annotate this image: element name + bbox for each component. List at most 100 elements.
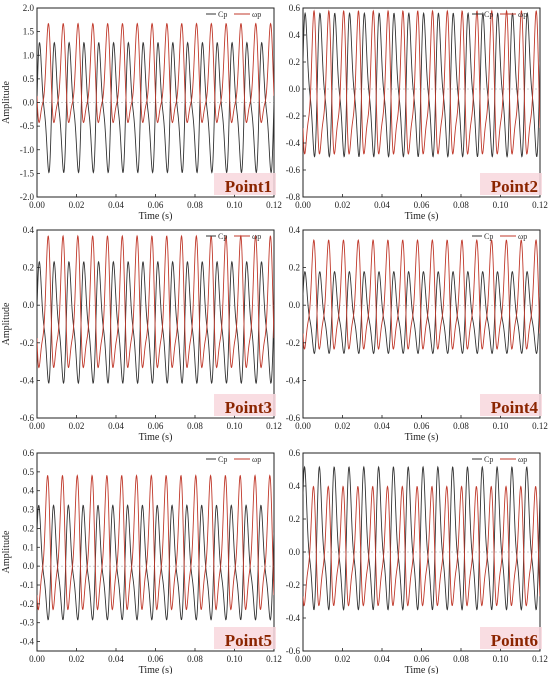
- series-group: [303, 238, 540, 355]
- series-line-wp: [303, 9, 540, 155]
- y-tick-label: 0.5: [23, 74, 35, 84]
- series-line-wp: [37, 234, 274, 369]
- x-tick-label: 0.00: [295, 200, 311, 210]
- y-tick-label: -2.0: [20, 192, 35, 202]
- x-tick-label: 0.02: [335, 654, 351, 664]
- panel-2: 0.00 0.02 0.04 0.06 0.08 0.10 0.12 -0.8 -0.6 -0.4…: [286, 3, 548, 222]
- point-label-highlight: [480, 627, 542, 649]
- legend-label-wp: ωp: [252, 10, 261, 19]
- panel-4: 0.00 0.02 0.04 0.06 0.08 0.10 0.12 -0.6 -0.4 -0.2…: [286, 225, 548, 443]
- y-tick-label: 0.6: [289, 448, 301, 458]
- y-tick-label: 0.4: [289, 30, 301, 40]
- x-tick-label: 0.10: [227, 200, 243, 210]
- series-line-cp: [303, 270, 540, 355]
- plot-frame: [36, 452, 275, 652]
- y-tick-label: 0.4: [289, 225, 301, 235]
- y-tick-label: -0.2: [20, 338, 34, 348]
- y-tick-label: 0.4: [23, 225, 35, 235]
- y-tick-label: -0.5: [20, 121, 35, 131]
- y-tick-label: -0.4: [286, 375, 301, 385]
- x-axis-label: Time (s): [405, 665, 439, 674]
- x-tick-label: 0.12: [266, 200, 282, 210]
- y-tick-label: -0.1: [20, 580, 34, 590]
- y-tick-label: 0.0: [289, 300, 301, 310]
- x-tick-label: 0.06: [414, 200, 430, 210]
- panel-3: 0.00 0.02 0.04 0.06 0.08 0.10 0.12 -0.6 -0.4 -0.2…: [1, 225, 282, 443]
- y-tick-label: -1.0: [20, 145, 35, 155]
- x-tick-label: 0.04: [108, 654, 124, 664]
- legend-label-wp: ωp: [252, 232, 261, 241]
- y-tick-label: 0.3: [23, 505, 35, 515]
- y-tick-label: 0.2: [23, 523, 34, 533]
- y-tick-label: -0.2: [20, 599, 34, 609]
- y-tick-label: 0.4: [289, 481, 301, 491]
- y-tick-label: -0.4: [20, 375, 35, 385]
- y-tick-label: -0.6: [286, 413, 301, 423]
- x-tick-label: 0.08: [453, 200, 469, 210]
- point-label-highlight: [480, 394, 542, 416]
- x-tick-label: 0.12: [266, 421, 282, 431]
- x-tick-label: 0.00: [295, 421, 311, 431]
- x-tick-label: 0.04: [374, 654, 390, 664]
- x-tick-label: 0.10: [493, 654, 509, 664]
- x-axis-label: Time (s): [405, 432, 439, 443]
- x-tick-label: 0.06: [148, 421, 164, 431]
- series-group: [37, 474, 274, 621]
- x-tick-label: 0.08: [453, 654, 469, 664]
- legend-label-wp: ωp: [518, 455, 527, 464]
- y-tick-label: 0.6: [289, 3, 301, 13]
- y-tick-label: -0.2: [286, 580, 300, 590]
- y-tick-label: 0.6: [23, 448, 35, 458]
- x-tick-label: 0.04: [108, 421, 124, 431]
- legend-label-cp: Cp: [218, 232, 227, 241]
- y-tick-label: 0.0: [23, 98, 35, 108]
- point-label: Point4: [491, 398, 539, 417]
- series-group: [37, 22, 274, 174]
- legend-label-cp: Cp: [484, 455, 493, 464]
- x-axis-label: Time (s): [139, 432, 173, 443]
- x-tick-label: 0.08: [187, 200, 203, 210]
- y-tick-label: 0.0: [289, 547, 301, 557]
- point-label-highlight: [214, 394, 276, 416]
- y-tick-label: -0.2: [286, 338, 300, 348]
- y-tick-label: 0.5: [23, 467, 35, 477]
- panel-6: 0.00 0.02 0.04 0.06 0.08 0.10 0.12 -0.6 -0.4 -0.2…: [286, 448, 548, 674]
- x-tick-label: 0.12: [532, 421, 548, 431]
- legend-label-wp: ωp: [252, 455, 261, 464]
- point-label-highlight: [214, 173, 276, 195]
- x-tick-label: 0.12: [532, 200, 548, 210]
- series-line-cp: [37, 260, 274, 385]
- x-tick-label: 0.06: [414, 654, 430, 664]
- x-tick-label: 0.00: [295, 654, 311, 664]
- x-tick-label: 0.06: [148, 200, 164, 210]
- y-tick-label: -0.6: [20, 413, 35, 423]
- point-label-highlight: [214, 627, 276, 649]
- x-tick-label: 0.10: [227, 654, 243, 664]
- y-axis-label: Amplitude: [1, 81, 12, 124]
- y-tick-label: 0.0: [23, 561, 35, 571]
- series-line-wp: [37, 22, 274, 124]
- legend-label-wp: ωp: [518, 232, 527, 241]
- x-tick-label: 0.08: [187, 421, 203, 431]
- y-tick-label: 1.5: [23, 27, 35, 37]
- x-tick-label: 0.00: [29, 421, 45, 431]
- y-tick-label: -0.3: [20, 618, 35, 628]
- x-tick-label: 0.04: [374, 200, 390, 210]
- y-tick-label: -0.4: [286, 138, 301, 148]
- series-line-cp: [303, 11, 540, 158]
- point-label-highlight: [480, 173, 542, 195]
- point-label: Point6: [491, 631, 538, 650]
- y-tick-label: -0.8: [286, 192, 301, 202]
- y-axis-label: Amplitude: [1, 530, 12, 573]
- y-tick-label: 0.2: [289, 57, 300, 67]
- series-group: [303, 465, 540, 611]
- x-tick-label: 0.08: [453, 421, 469, 431]
- x-tick-label: 0.10: [227, 421, 243, 431]
- series-group: [303, 9, 540, 158]
- x-tick-label: 0.02: [335, 200, 351, 210]
- y-tick-label: 0.0: [23, 300, 35, 310]
- y-tick-label: 0.2: [23, 263, 34, 273]
- y-tick-label: 1.0: [23, 50, 35, 60]
- series-line-cp: [303, 465, 540, 611]
